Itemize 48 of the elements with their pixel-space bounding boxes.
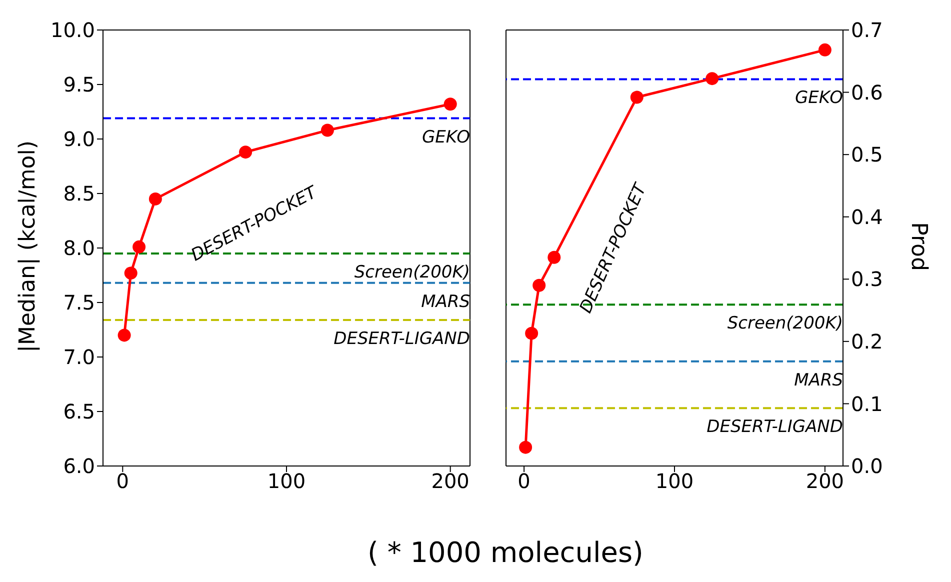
y-tick-label: 0.0 — [851, 454, 883, 478]
y-tick-label: 7.0 — [63, 345, 95, 370]
ref-line-label: GEKO — [795, 88, 843, 108]
point — [118, 328, 131, 342]
y-tick-label: 0.4 — [851, 204, 883, 229]
x-tick-label: 0 — [518, 469, 530, 494]
y-tick-label: 9.5 — [63, 72, 95, 97]
x-tick-label: 200 — [806, 469, 844, 494]
point — [124, 266, 138, 280]
x-axis-title: ( * 1000 molecules) — [366, 536, 644, 569]
y-tick-label: 6.0 — [63, 454, 95, 478]
x-tick-label: 200 — [431, 469, 470, 494]
y-tick-label: 0.2 — [851, 330, 883, 354]
y-axis-title: Prod — [906, 222, 930, 270]
y-tick-label: 0.7 — [851, 18, 883, 42]
point — [630, 90, 644, 104]
point — [525, 326, 538, 340]
ref-line-label: Screen(200K) — [354, 262, 470, 282]
ref-line-label: GEKO — [422, 127, 470, 148]
x-tick-label: 100 — [655, 469, 694, 494]
y-tick-label: 0.3 — [851, 267, 883, 292]
point — [148, 192, 162, 206]
point — [818, 43, 832, 56]
point — [320, 124, 334, 137]
y-tick-label: 9.0 — [63, 127, 95, 152]
point — [239, 146, 252, 159]
y-tick-label: 8.5 — [63, 182, 95, 206]
y-axis-title: |Median| (kcal/mol) — [16, 140, 41, 352]
x-tick-label: 100 — [267, 469, 306, 494]
ref-line-label: DESERT-LIGAND — [706, 417, 843, 438]
y-tick-label: 7.5 — [63, 290, 95, 315]
point — [132, 240, 146, 254]
ref-line-label: Screen(200K) — [727, 314, 843, 334]
x-tick-label: 0 — [116, 469, 130, 494]
y-tick-label: 8.0 — [63, 236, 95, 260]
point — [532, 278, 546, 292]
ref-line-label: MARS — [794, 370, 844, 390]
y-tick-label: 0.5 — [851, 142, 883, 167]
ref-line-label: MARS — [421, 292, 470, 312]
point — [444, 98, 457, 111]
point — [706, 72, 719, 86]
y-tick-label: 0.6 — [851, 80, 883, 104]
point — [519, 440, 532, 454]
y-tick-label: 10.0 — [50, 18, 95, 42]
y-tick-label: 0.1 — [851, 392, 883, 416]
y-tick-label: 6.5 — [63, 400, 95, 424]
point — [548, 250, 561, 264]
ref-line-label: DESERT-LIGAND — [334, 328, 470, 349]
